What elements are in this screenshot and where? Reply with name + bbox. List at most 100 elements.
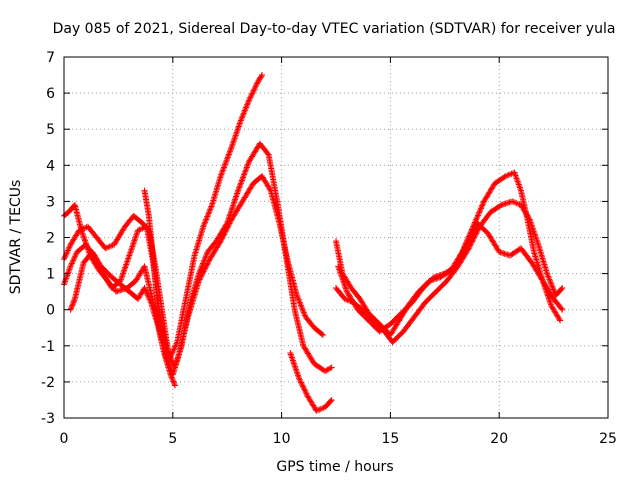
- data-point: [70, 257, 77, 264]
- data-point: [81, 236, 88, 243]
- data-point: [245, 97, 252, 104]
- data-point: [335, 263, 342, 270]
- data-point: [301, 386, 308, 393]
- data-point: [196, 276, 203, 283]
- data-point: [454, 260, 461, 267]
- data-point: [460, 248, 467, 255]
- data-point: [238, 178, 245, 185]
- data-point: [240, 111, 247, 118]
- data-point: [239, 176, 246, 183]
- data-point: [76, 227, 83, 234]
- data-point: [559, 285, 566, 292]
- data-point: [229, 142, 236, 149]
- data-point: [245, 98, 252, 105]
- data-point: [106, 243, 113, 250]
- y-tick-label: 1: [46, 267, 55, 283]
- data-point: [458, 252, 465, 259]
- data-point: [546, 298, 553, 305]
- data-point: [479, 201, 486, 208]
- data-point: [245, 160, 252, 167]
- data-point: [219, 234, 226, 241]
- data-point: [546, 297, 553, 304]
- data-point: [301, 311, 308, 318]
- data-point: [302, 387, 309, 394]
- data-point: [317, 405, 324, 412]
- data-point: [202, 254, 209, 261]
- data-point: [314, 407, 321, 414]
- data-point: [558, 286, 565, 293]
- data-point: [222, 228, 229, 235]
- data-point: [546, 277, 553, 284]
- data-point: [236, 184, 243, 191]
- data-point: [69, 259, 76, 266]
- data-point: [71, 297, 78, 304]
- data-point: [248, 91, 255, 98]
- data-point: [293, 292, 300, 299]
- data-point: [342, 284, 349, 291]
- data-point: [218, 170, 225, 177]
- data-point: [532, 234, 539, 241]
- data-point: [206, 209, 213, 216]
- series-track-6: [287, 350, 335, 414]
- data-point: [243, 165, 250, 172]
- data-point: [131, 237, 138, 244]
- data-point: [463, 241, 470, 248]
- data-point: [142, 287, 149, 294]
- data-point: [297, 302, 304, 309]
- data-point: [237, 117, 244, 124]
- data-point: [136, 226, 143, 233]
- series-track-8: [333, 198, 566, 346]
- y-tick-label: 0: [46, 303, 55, 319]
- data-point: [204, 260, 211, 267]
- data-point: [547, 301, 554, 308]
- data-point: [230, 139, 237, 146]
- data-point: [464, 239, 471, 246]
- data-point: [549, 283, 556, 290]
- data-point: [68, 261, 75, 268]
- data-point: [224, 224, 231, 231]
- data-point: [510, 199, 517, 206]
- data-point: [504, 172, 511, 179]
- data-point: [201, 266, 208, 273]
- data-point: [454, 259, 461, 266]
- data-point: [530, 228, 537, 235]
- data-point: [124, 257, 131, 264]
- data-point: [544, 270, 551, 277]
- data-point: [550, 286, 557, 293]
- data-point: [249, 88, 256, 95]
- data-point: [294, 370, 301, 377]
- data-point: [299, 305, 306, 312]
- data-point: [80, 234, 87, 241]
- data-point: [533, 237, 540, 244]
- data-point: [119, 273, 126, 280]
- data-point: [476, 208, 483, 215]
- data-point: [456, 256, 463, 263]
- data-point: [530, 226, 537, 233]
- data-point: [231, 136, 238, 143]
- data-point: [529, 225, 536, 232]
- data-point: [291, 363, 298, 370]
- data-point: [125, 254, 132, 261]
- data-point: [239, 113, 246, 120]
- data-point: [222, 160, 229, 167]
- data-point: [289, 357, 296, 364]
- data-point: [545, 274, 552, 281]
- data-point: [316, 406, 323, 413]
- data-point: [319, 405, 326, 412]
- data-point: [238, 114, 245, 121]
- data-point: [241, 108, 248, 115]
- data-point: [240, 173, 247, 180]
- data-point: [129, 243, 136, 250]
- data-point: [128, 246, 135, 253]
- data-point: [336, 266, 343, 273]
- data-point: [303, 390, 310, 397]
- data-point: [339, 275, 346, 282]
- data-point: [68, 260, 75, 267]
- data-point: [512, 199, 519, 206]
- data-point: [223, 225, 230, 232]
- data-point: [227, 219, 234, 226]
- data-point: [204, 213, 211, 220]
- data-point: [173, 340, 180, 347]
- data-point: [236, 183, 243, 190]
- data-point: [559, 306, 566, 313]
